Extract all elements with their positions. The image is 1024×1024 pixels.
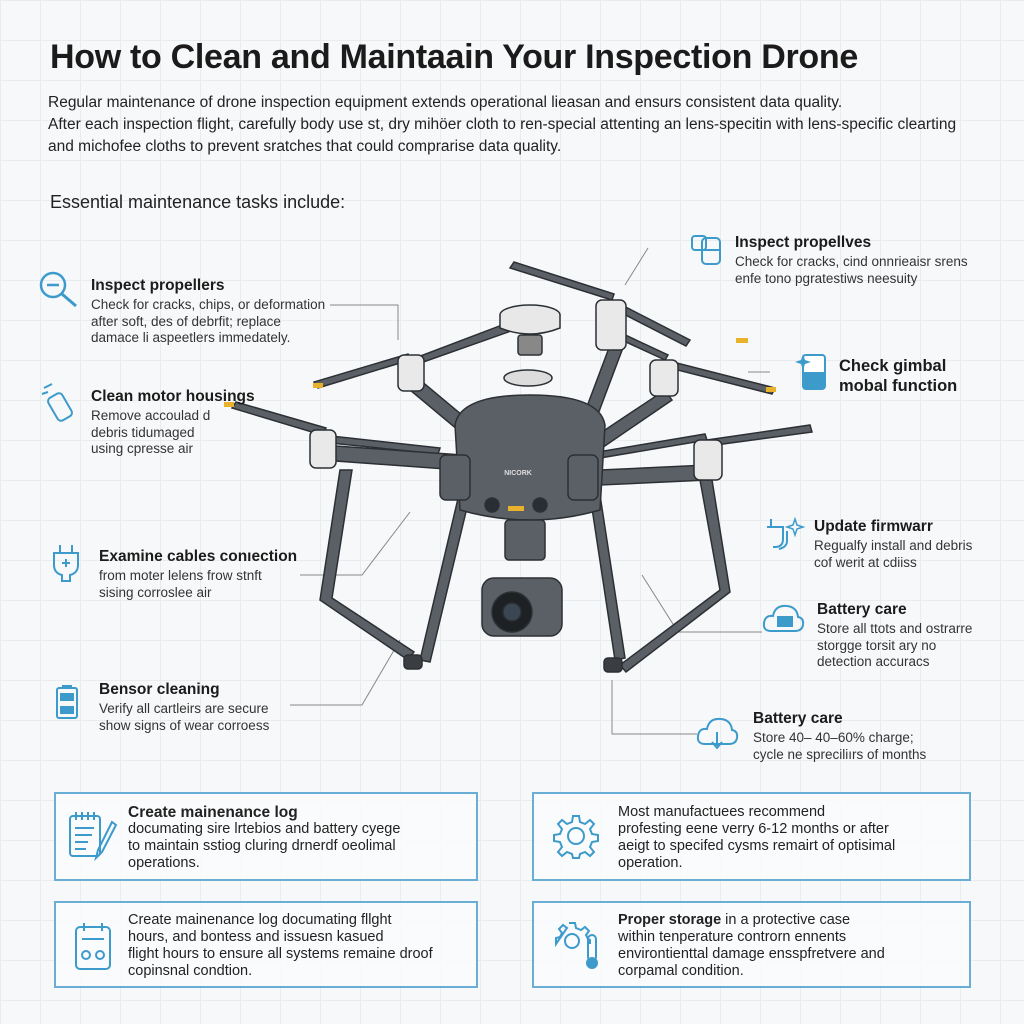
leader-lines: [290, 247, 770, 735]
callout-title: Inspect propellers: [91, 277, 225, 294]
cloud-battery-icon: [762, 604, 805, 632]
callout-inspect-propellves: Inspect propellves Check for cracks, cin…: [735, 233, 968, 287]
callout-desc: Store 40– 40–60% charge; cycle ne sprecil…: [753, 730, 927, 762]
callout-examine-cables: Examine cables conıection from moter lel…: [99, 547, 297, 601]
spray-bottle-icon: [41, 383, 73, 422]
callout-desc: Remove accoulad d debris tidumaged using c…: [91, 408, 211, 456]
service-interval-box: Most manufactuees recommend profesting ee…: [532, 792, 971, 881]
callout-title: Battery care: [753, 710, 843, 727]
callout-battery-care-1: Battery care Store all ttots and ostrarr…: [817, 600, 972, 671]
callout-desc: Regualfy install and debris cof werit at …: [814, 538, 973, 570]
callout-title: Bensor cleaning: [99, 681, 220, 698]
intro-paragraph: Regular maintenance of drone inspection …: [48, 92, 978, 158]
gimbal-sparkle-icon: [795, 354, 826, 390]
page-title: How to Clean and Maintaain Your Inspecti…: [50, 38, 858, 76]
intro-line: After each inspection flight, carefully …: [48, 116, 957, 133]
callout-title: Check gimbal mobal function: [839, 357, 958, 395]
callout-title: Clean motor housings: [91, 388, 255, 405]
callout-title: Examine cables conıection: [99, 548, 298, 565]
callout-title: Inspect propellves: [735, 234, 872, 251]
flight-log-box: Create mainenance log documating fllght h…: [54, 901, 478, 988]
subheading: Essential maintenance tasks include:: [50, 192, 346, 212]
callout-desc: Store all ttots and ostrarre storgge tors…: [817, 621, 973, 669]
box-title: Proper storage: [618, 912, 722, 928]
callout-update-firmware: Update firmwarr Regualfy install and deb…: [814, 517, 972, 571]
proper-storage-box: Proper storage in a protective case withi…: [532, 901, 971, 988]
callout-battery-care-2: Battery care Store 40– 40–60% charge; cyc…: [753, 709, 926, 763]
intro-line: Regular maintenance of drone inspection …: [48, 94, 843, 111]
gear-thermometer-icon: [555, 922, 598, 969]
callout-clean-motor-housings: Clean motor housings Remove accoulad d de…: [91, 387, 255, 458]
notepad-pencil-icon: [69, 812, 118, 862]
clipboard-icon: [75, 923, 111, 970]
battery-icon: [56, 685, 78, 719]
maintenance-log-box: Create mainenance log documating sire lrt…: [54, 792, 478, 881]
callout-desc: Verify all cartleirs are secure show sign…: [99, 701, 270, 733]
callout-desc: Check for cracks, chips, or deformation a…: [91, 297, 326, 345]
magnifier-icon: [39, 271, 77, 308]
callout-check-gimbal: Check gimbal mobal function: [839, 356, 969, 396]
callout-desc: Check for cracks, cind onnrieaisr srens e…: [735, 254, 968, 286]
drone-label: NICORK: [504, 470, 532, 477]
lens-cap-icon: [691, 235, 721, 265]
cloud-download-icon: [696, 717, 739, 750]
callout-title: Update firmwarr: [814, 518, 933, 535]
gear-icon: [553, 815, 599, 859]
firmware-plug-icon: [767, 516, 806, 550]
intro-line: and michofee cloths to prevent sratches …: [48, 138, 562, 155]
callout-bensor-cleaning: Bensor cleaning Verify all cartleirs are…: [99, 680, 269, 734]
callout-desc: from moter lelens frow stnft sising corro…: [99, 568, 262, 600]
callout-inspect-propellers: Inspect propellers Check for cracks, chi…: [91, 276, 325, 347]
callout-title: Battery care: [817, 601, 907, 618]
box-title: Create mainenance log: [128, 804, 298, 821]
plug-icon: [53, 545, 79, 582]
